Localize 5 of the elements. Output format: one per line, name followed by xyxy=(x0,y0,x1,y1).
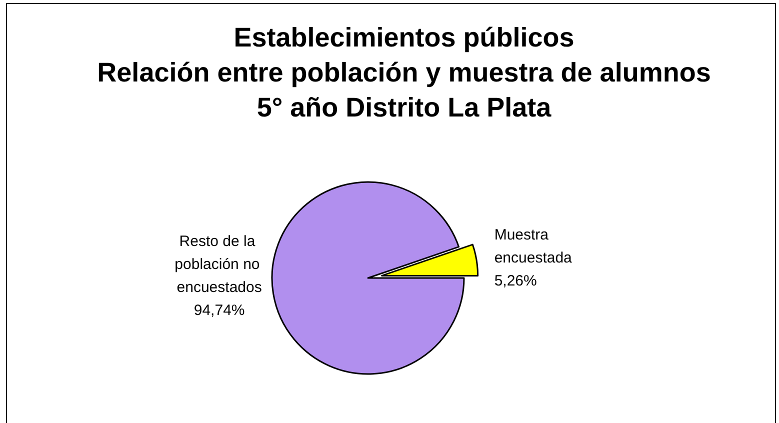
slice-label: Muestra encuestada xyxy=(494,226,573,266)
data-label: 94,74% xyxy=(194,302,245,319)
data-label: 5,26% xyxy=(494,272,537,290)
chart-title: Establecimientos públicos Relación entre población y muestra de alumnos 5° año Distrito La Plata xyxy=(97,22,711,122)
slice-label: Resto de la población no encuestados xyxy=(174,233,264,296)
